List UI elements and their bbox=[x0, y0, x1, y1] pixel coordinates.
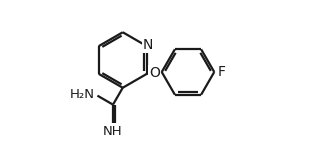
Text: H₂N: H₂N bbox=[70, 88, 95, 101]
Text: NH: NH bbox=[103, 125, 123, 138]
Text: O: O bbox=[149, 66, 160, 80]
Text: N: N bbox=[143, 38, 153, 52]
Text: F: F bbox=[218, 65, 226, 79]
